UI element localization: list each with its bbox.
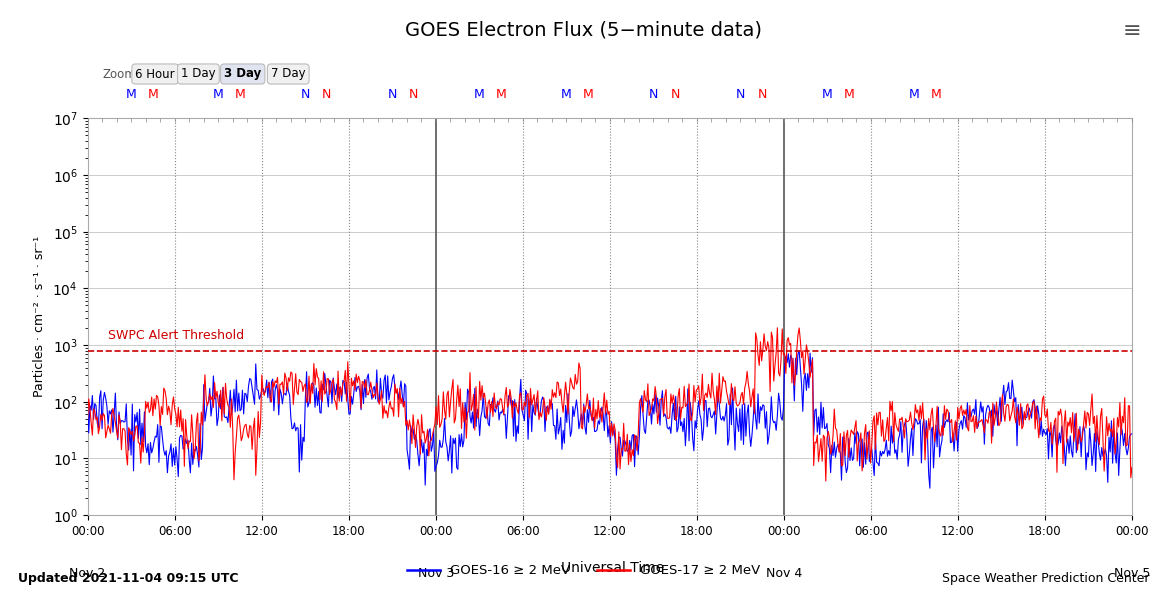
Legend: GOES-16 ≥ 2 MeV, GOES-17 ≥ 2 MeV: GOES-16 ≥ 2 MeV, GOES-17 ≥ 2 MeV	[401, 559, 766, 583]
Text: Nov 2: Nov 2	[69, 567, 106, 580]
Text: Nov 3: Nov 3	[418, 567, 454, 580]
Text: Universal Time: Universal Time	[561, 561, 664, 575]
Text: Nov 4: Nov 4	[766, 567, 802, 580]
Text: M: M	[147, 88, 159, 101]
Text: N: N	[735, 88, 745, 101]
Text: N: N	[300, 88, 309, 101]
Text: M: M	[561, 88, 572, 101]
Text: M: M	[126, 88, 137, 101]
Text: N: N	[322, 88, 331, 101]
Text: Nov 5: Nov 5	[1113, 567, 1151, 580]
Text: Zoom: Zoom	[103, 67, 137, 81]
Text: M: M	[582, 88, 593, 101]
Text: 6 Hour: 6 Hour	[135, 67, 175, 81]
Text: M: M	[931, 88, 942, 101]
Text: M: M	[474, 88, 484, 101]
Text: 1 Day: 1 Day	[181, 67, 216, 81]
Text: GOES Electron Flux (5−minute data): GOES Electron Flux (5−minute data)	[405, 21, 762, 40]
Text: N: N	[670, 88, 679, 101]
Text: M: M	[822, 88, 833, 101]
Text: N: N	[757, 88, 767, 101]
Text: ≡: ≡	[1123, 21, 1141, 41]
Text: N: N	[387, 88, 397, 101]
Text: Updated 2021-11-04 09:15 UTC: Updated 2021-11-04 09:15 UTC	[18, 572, 238, 585]
Text: Space Weather Prediction Center: Space Weather Prediction Center	[942, 572, 1149, 585]
Text: M: M	[235, 88, 245, 101]
Text: SWPC Alert Threshold: SWPC Alert Threshold	[109, 329, 245, 342]
Text: M: M	[909, 88, 920, 101]
Text: 7 Day: 7 Day	[271, 67, 306, 81]
Text: M: M	[212, 88, 223, 101]
Text: N: N	[649, 88, 658, 101]
Text: 3 Day: 3 Day	[224, 67, 261, 81]
Text: M: M	[496, 88, 506, 101]
Text: M: M	[844, 88, 854, 101]
Y-axis label: Particles · cm⁻² · s⁻¹ · sr⁻¹: Particles · cm⁻² · s⁻¹ · sr⁻¹	[33, 236, 46, 397]
Text: N: N	[410, 88, 419, 101]
